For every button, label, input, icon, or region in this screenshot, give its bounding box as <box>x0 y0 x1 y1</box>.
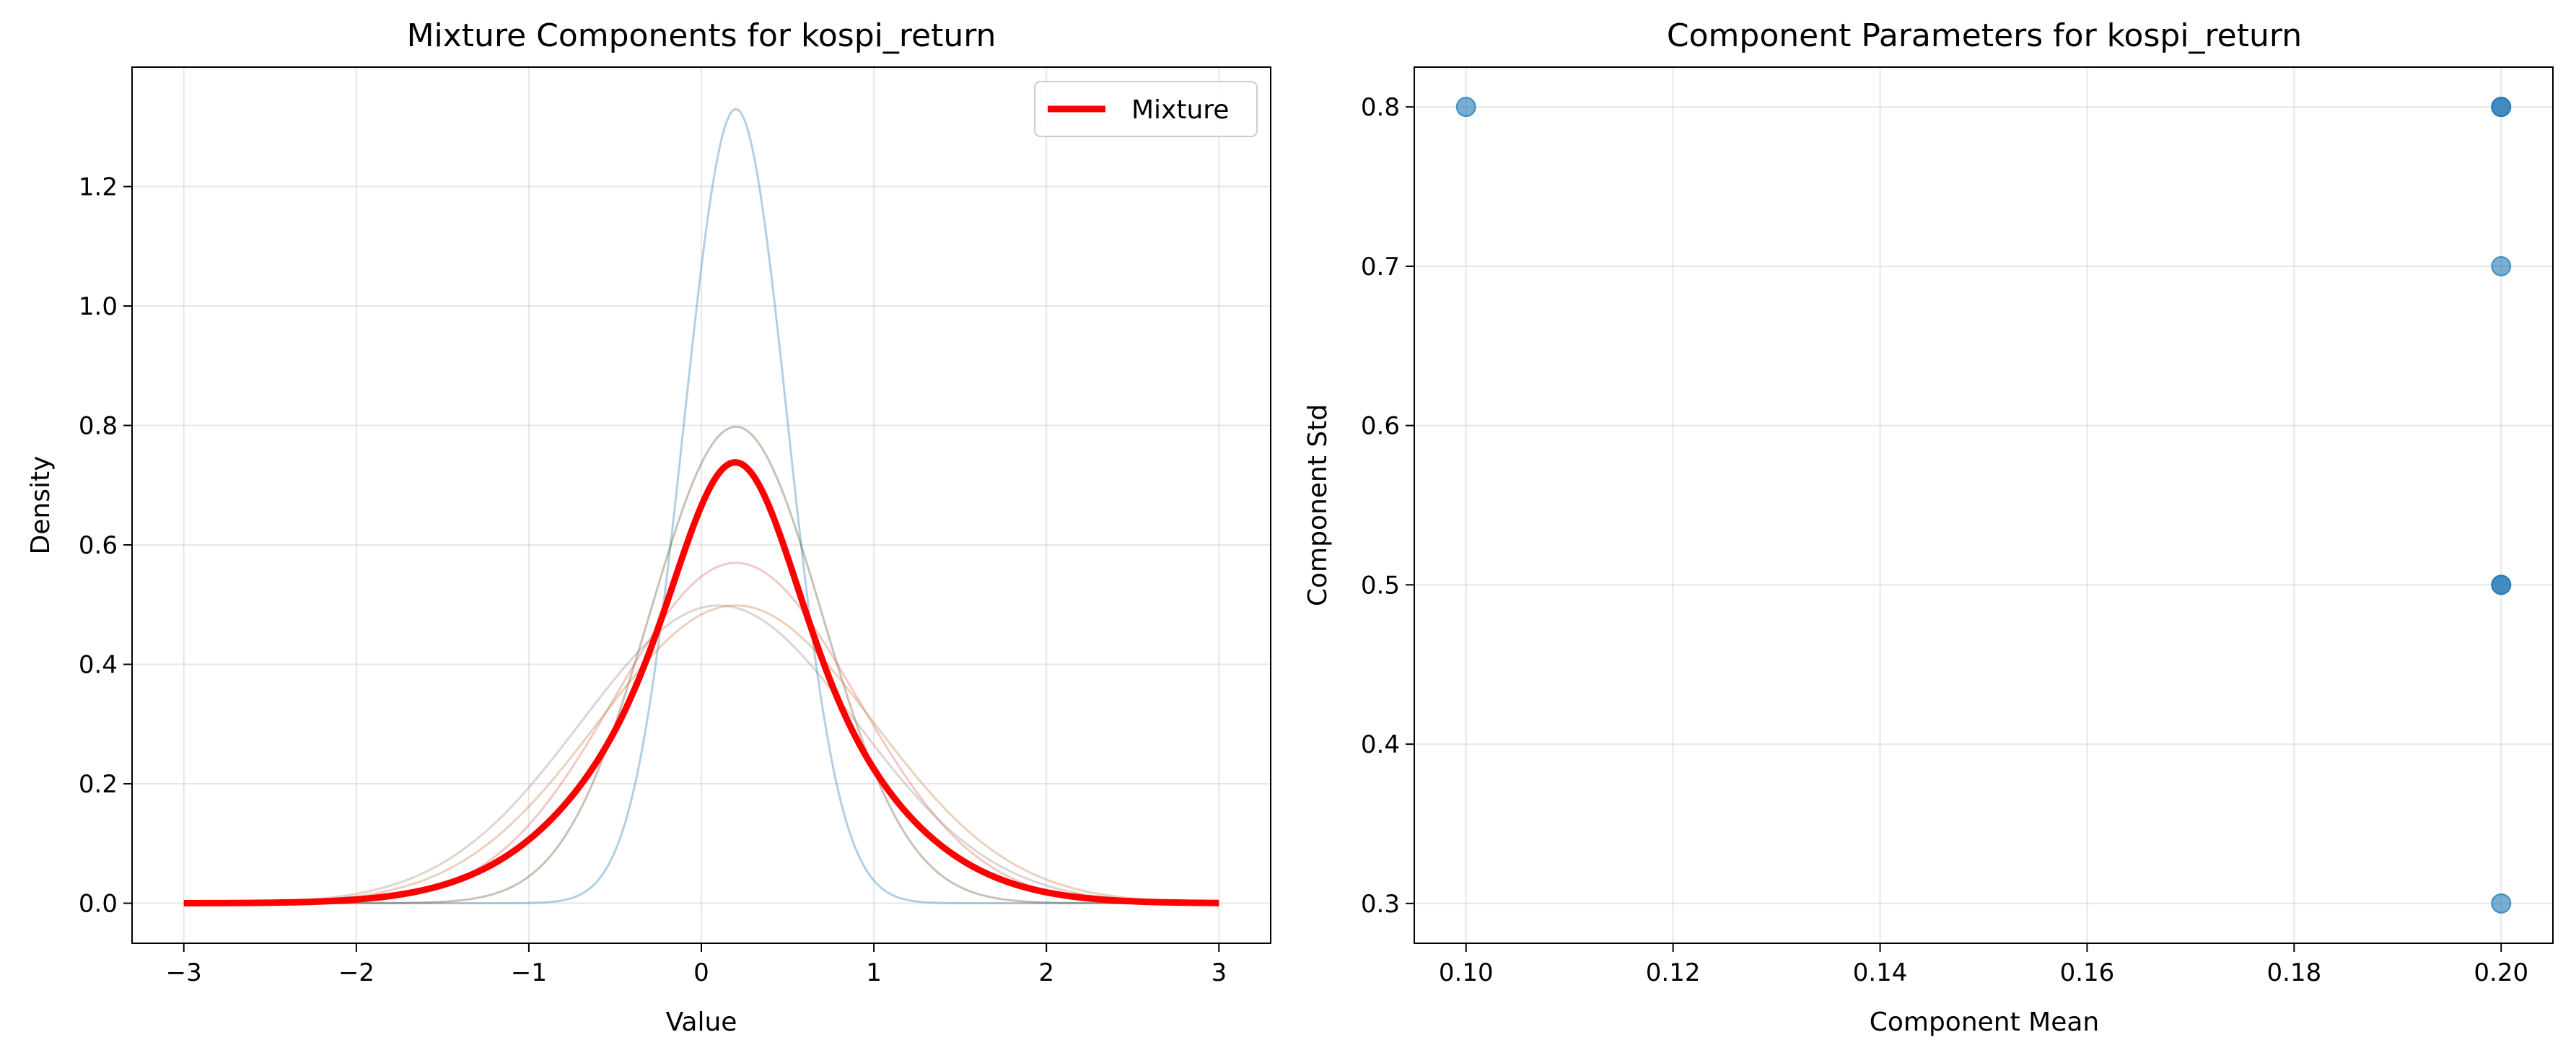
y-tick-label: 0.3 <box>1361 890 1400 919</box>
plot-frame <box>1414 66 2554 944</box>
x-tick-label: 0.14 <box>1853 958 1908 987</box>
scatter-point <box>2491 574 2512 595</box>
x-tick-label: −1 <box>511 958 547 987</box>
y-tick-label: 0.2 <box>79 770 118 799</box>
legend-box <box>1034 81 1258 137</box>
x-tick-label: 0 <box>693 958 709 987</box>
axis-ticks: 0.10 0.12 0.14 0.16 0.18 0.20 0.3 0.4 0.5 0.6 0.7 0… <box>1361 93 2528 987</box>
y-tick-label: 0.4 <box>79 651 118 680</box>
x-axis-label: Component Mean <box>1870 1007 2100 1037</box>
mixture-curve <box>183 459 1220 906</box>
scatter-point <box>2491 255 2512 276</box>
x-tick-label: −2 <box>338 958 374 987</box>
component-curve-1 <box>183 108 1219 905</box>
y-axis-label: Component Std <box>1303 404 1333 606</box>
x-tick-label: 1 <box>866 958 882 987</box>
grid <box>1414 67 2553 943</box>
scatter-points <box>1455 97 2512 914</box>
x-tick-label: 0.18 <box>2267 958 2322 987</box>
scatter-point <box>1455 97 1476 118</box>
y-tick-label: 1.0 <box>79 292 118 321</box>
component-curve-2 <box>183 425 1219 905</box>
x-tick-label: 0.16 <box>2060 958 2115 987</box>
chart-title: Mixture Components for kospi_return <box>407 17 996 54</box>
y-tick-label: 0.6 <box>79 531 118 560</box>
y-tick-label: 0.5 <box>1361 571 1400 600</box>
legend-mixture-label: Mixture <box>1131 95 1229 125</box>
x-tick-label: 0.20 <box>2474 958 2528 987</box>
component-curve-5 <box>183 604 1219 904</box>
y-tick-label: 0.8 <box>79 412 118 441</box>
y-tick-label: 0.7 <box>1361 253 1400 281</box>
x-tick-label: 3 <box>1211 958 1227 987</box>
x-tick-label: 0.10 <box>1439 958 1494 987</box>
y-tick-label: 0.0 <box>79 890 118 919</box>
axis-ticks: −3 −2 −1 0 1 2 3 0.0 0.2 0.4 0.6 0.8 1.0 1.2 <box>79 173 1227 987</box>
x-tick-label: 0.12 <box>1646 958 1701 987</box>
chart-title: Component Parameters for kospi_return <box>1667 17 2302 54</box>
grid <box>132 67 1271 943</box>
x-axis-label: Value <box>666 1007 737 1037</box>
legend: Mixture <box>1034 81 1258 137</box>
scatter-point <box>2491 97 2512 118</box>
y-axis-label: Density <box>26 456 56 555</box>
scatter-point <box>2491 893 2512 914</box>
y-tick-label: 0.4 <box>1361 730 1400 759</box>
x-tick-label: −3 <box>166 958 202 987</box>
y-tick-label: 0.6 <box>1361 412 1400 441</box>
component-parameters-panel: Component Parameters for kospi_return 0.… <box>1303 17 2554 1037</box>
y-tick-label: 1.2 <box>79 173 118 202</box>
y-tick-label: 0.8 <box>1361 93 1400 122</box>
x-tick-label: 2 <box>1038 958 1054 987</box>
mixture-curve-group <box>183 459 1220 906</box>
mixture-components-panel: Mixture Components for kospi_return −3 −2… <box>26 17 1271 1037</box>
